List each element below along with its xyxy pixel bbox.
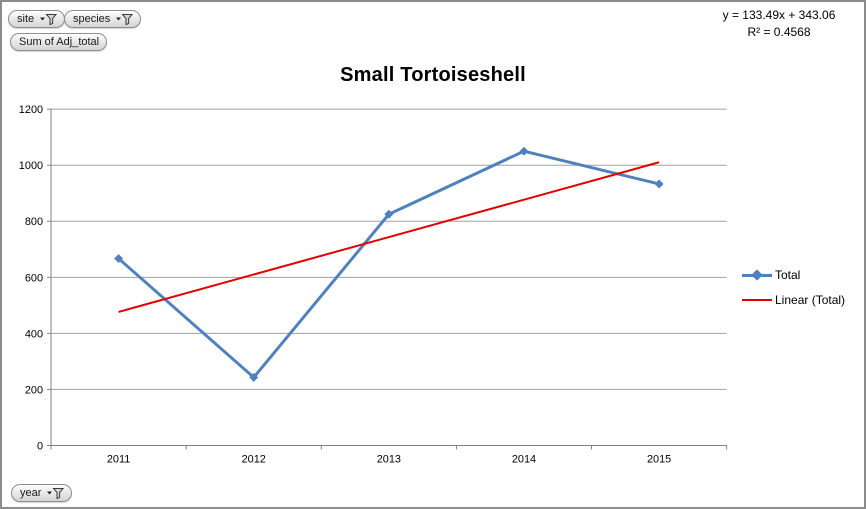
pivot-value-field-label: Sum of Adj_total bbox=[19, 36, 100, 48]
trendline-equation-block: y = 133.49x + 343.06 R² = 0.4568 bbox=[690, 7, 864, 41]
pivot-axis-field-year-label: year bbox=[20, 487, 42, 499]
svg-text:2013: 2013 bbox=[377, 453, 401, 465]
chart-title: Small Tortoiseshell bbox=[340, 64, 526, 86]
svg-text:600: 600 bbox=[25, 272, 43, 284]
svg-text:2015: 2015 bbox=[647, 453, 671, 465]
svg-text:2012: 2012 bbox=[242, 453, 266, 465]
pivot-filter-site-button[interactable]: site bbox=[8, 10, 66, 28]
legend: Total Linear (Total) bbox=[742, 263, 845, 312]
legend-item-total[interactable]: Total bbox=[742, 263, 845, 287]
pivot-filter-species-button[interactable]: species bbox=[64, 10, 142, 28]
filter-funnel-dropdown-icon bbox=[40, 13, 58, 25]
legend-label-linear: Linear (Total) bbox=[775, 293, 846, 307]
pivot-filter-species-label: species bbox=[73, 13, 111, 25]
trendline-equation: y = 133.49x + 343.06 bbox=[722, 8, 836, 22]
svg-text:200: 200 bbox=[25, 384, 43, 396]
svg-text:0: 0 bbox=[37, 440, 43, 452]
svg-text:2014: 2014 bbox=[512, 453, 536, 465]
filter-funnel-dropdown-icon bbox=[47, 487, 65, 499]
trendline-r-squared: R² = 0.4568 bbox=[747, 25, 811, 39]
legend-marker-total-icon bbox=[742, 273, 772, 277]
svg-text:1000: 1000 bbox=[19, 160, 43, 172]
svg-text:1200: 1200 bbox=[19, 104, 43, 116]
filter-funnel-dropdown-icon bbox=[116, 13, 134, 25]
pivot-value-field-button[interactable]: Sum of Adj_total bbox=[10, 33, 108, 51]
legend-label-total: Total bbox=[775, 268, 801, 282]
legend-item-linear-total[interactable]: Linear (Total) bbox=[742, 288, 845, 312]
legend-marker-linear-icon bbox=[742, 299, 772, 301]
pivot-axis-field-year-button[interactable]: year bbox=[11, 484, 73, 502]
svg-text:2011: 2011 bbox=[107, 453, 130, 465]
pivot-filter-site-label: site bbox=[17, 13, 35, 25]
svg-text:800: 800 bbox=[25, 216, 43, 228]
svg-text:400: 400 bbox=[25, 328, 43, 340]
